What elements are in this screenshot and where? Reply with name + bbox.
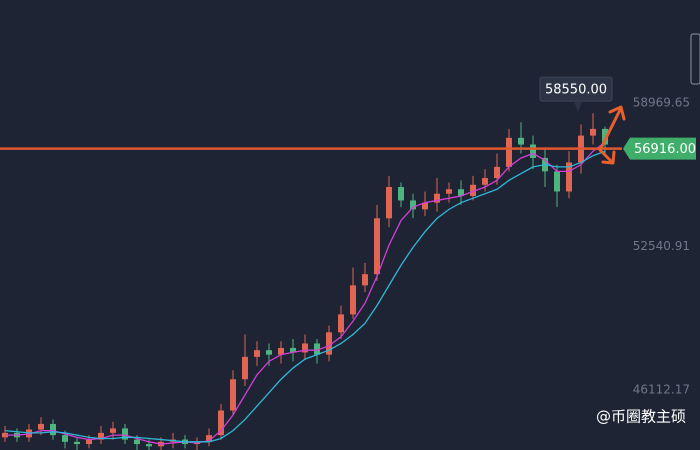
candle-body [482, 178, 488, 185]
candle-body [458, 189, 464, 196]
candle-body [434, 193, 440, 203]
candle-body [398, 187, 404, 201]
candle-body [122, 428, 128, 440]
candle-body [38, 423, 44, 430]
y-tick-label: 46112.17 [633, 383, 690, 397]
watermark: @币圈教主硕 [596, 408, 686, 426]
candle-body [206, 435, 212, 442]
candle-body [326, 332, 332, 355]
candle-body [554, 171, 560, 192]
candle-body [98, 432, 104, 440]
tooltip-label: 58550.00 [545, 83, 607, 98]
arrow-up [598, 105, 626, 152]
candle-body [86, 439, 92, 445]
candle-body [422, 202, 428, 210]
candle-body [494, 166, 500, 179]
candle-body [146, 444, 152, 447]
moving-average-line [4, 150, 606, 443]
candle-body [374, 218, 380, 275]
plot: 58969.65 52540.91 46112.17 56916.00 58550.00 [0, 76, 696, 450]
candle-body [518, 137, 524, 145]
y-tick-label: 52540.91 [633, 239, 690, 253]
candle-body [278, 347, 284, 355]
candle-body [62, 435, 68, 442]
candle-body [338, 314, 344, 333]
tooltip-pointer [574, 101, 582, 113]
candle-body [410, 200, 416, 210]
candle-body [74, 441, 80, 445]
candle-body [230, 379, 236, 411]
candle-body [530, 144, 536, 158]
candle-body [110, 428, 116, 433]
candle-body [134, 439, 140, 445]
candle-body [302, 343, 308, 353]
candle-body [254, 350, 260, 357]
scrollbar[interactable] [690, 33, 700, 85]
candle-body [290, 347, 296, 353]
arrow-down [598, 148, 616, 165]
candle-body [218, 410, 224, 436]
candle-body [242, 356, 248, 380]
price-tag [623, 137, 696, 160]
candle-body [386, 187, 392, 219]
candle-body [590, 128, 596, 136]
candle-body [362, 274, 368, 286]
arrows [598, 105, 626, 165]
candle-body [350, 285, 356, 315]
candle-body [506, 137, 512, 167]
candle-body [266, 350, 272, 355]
candle-body [446, 189, 452, 194]
candle-body [314, 343, 320, 355]
candle-body [566, 162, 572, 192]
price-tag-label: 56916.00 [634, 142, 696, 157]
moving-average-line [5, 141, 606, 445]
y-tick-label: 58969.65 [633, 95, 690, 109]
candle-body [50, 423, 56, 436]
candle-body [470, 184, 476, 196]
